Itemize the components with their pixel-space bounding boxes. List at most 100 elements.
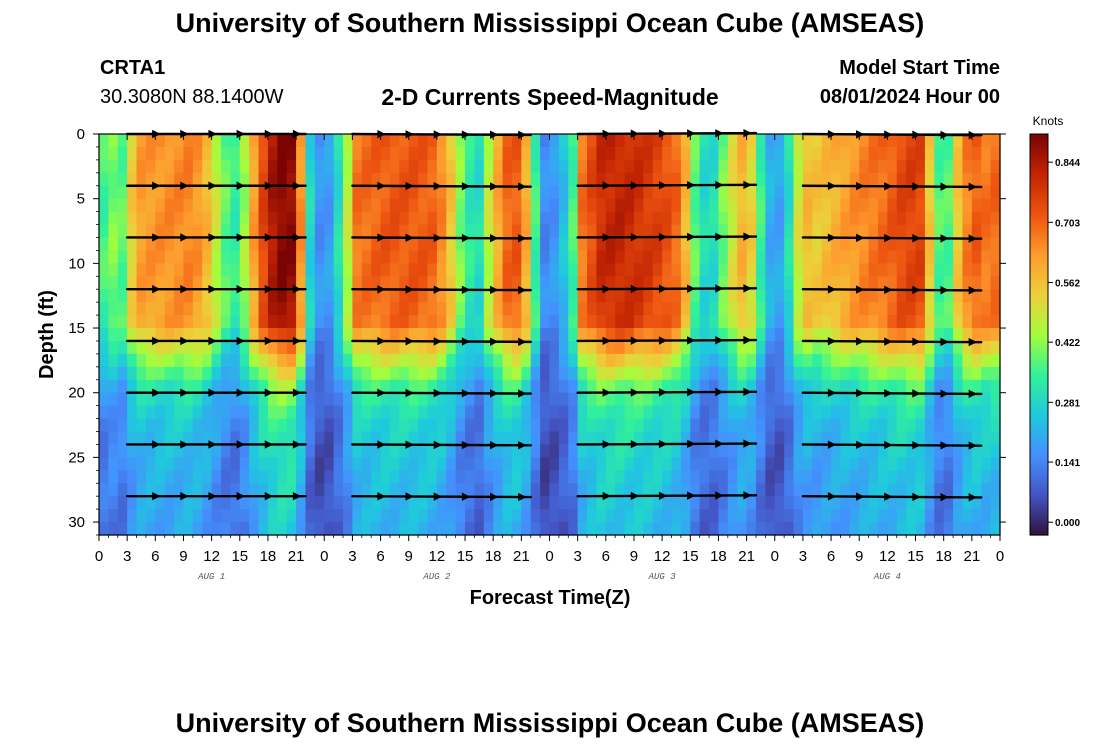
heatmap-cell <box>174 457 185 471</box>
heatmap-cell <box>587 315 598 329</box>
heatmap-cell <box>202 224 213 239</box>
heatmap-cell <box>502 509 513 523</box>
heatmap-cell <box>483 418 494 433</box>
heatmap-cell <box>389 198 400 213</box>
heatmap-cell <box>155 509 166 523</box>
heatmap-cell <box>568 198 579 213</box>
heatmap-cell <box>427 172 438 187</box>
heatmap-cell <box>962 470 973 484</box>
heatmap-cell <box>164 263 175 277</box>
heatmap-cell <box>183 315 194 329</box>
heatmap-cell <box>267 159 278 174</box>
heatmap-cell <box>981 315 992 329</box>
heatmap-cell <box>671 289 682 303</box>
heatmap-cell <box>727 328 738 342</box>
heatmap-cell <box>324 340 335 355</box>
heatmap-cell <box>540 146 551 161</box>
heatmap-cell <box>267 302 278 316</box>
heatmap-cell <box>371 198 382 213</box>
heatmap-cell <box>915 172 926 187</box>
heatmap-cell <box>737 509 748 523</box>
x-tick-label: 15 <box>231 548 248 565</box>
heatmap-cell <box>521 146 532 161</box>
heatmap-cell <box>887 379 898 394</box>
heatmap-cell <box>192 237 203 252</box>
colorbar-segment <box>1030 499 1048 504</box>
heatmap-cell <box>493 509 504 523</box>
heatmap-cell <box>389 224 400 239</box>
heatmap-cell <box>493 340 504 355</box>
heatmap-cell <box>389 172 400 187</box>
heatmap-cell <box>521 315 532 329</box>
heatmap-cell <box>455 496 466 510</box>
heatmap-cell <box>493 146 504 161</box>
x-tick-label: 9 <box>405 548 413 565</box>
heatmap-cell <box>690 211 701 226</box>
colorbar-segment <box>1030 414 1048 418</box>
colorbar-segment <box>1030 191 1048 195</box>
heatmap-cell <box>202 172 213 187</box>
heatmap-cell <box>455 509 466 523</box>
heatmap-cell <box>765 302 776 316</box>
heatmap-cell <box>671 509 682 523</box>
heatmap-cell <box>981 340 992 355</box>
heatmap-cell <box>352 470 363 484</box>
heatmap-cell <box>643 198 654 213</box>
heatmap-cell <box>380 237 391 252</box>
heatmap-cell <box>821 224 832 239</box>
colorbar-segment <box>1030 352 1048 356</box>
heatmap-cell <box>812 366 823 381</box>
heatmap-cell <box>99 418 109 433</box>
heatmap-cell <box>699 289 710 303</box>
heatmap-cell <box>755 250 766 264</box>
heatmap-cell <box>136 340 147 355</box>
heatmap-cell <box>192 353 203 368</box>
heatmap-cell <box>643 405 654 420</box>
heatmap-cell <box>831 444 842 458</box>
heatmap-cell <box>277 302 288 316</box>
heatmap-cell <box>352 328 363 342</box>
heatmap-cell <box>671 379 682 394</box>
heatmap-cell <box>202 237 213 252</box>
heatmap-cell <box>718 211 729 226</box>
heatmap-cell <box>502 159 513 174</box>
heatmap-cell <box>981 366 992 381</box>
heatmap-cell <box>540 405 551 420</box>
heatmap-cell <box>662 522 673 536</box>
heatmap-cell <box>765 315 776 329</box>
heatmap-cell <box>831 509 842 523</box>
heatmap-cell <box>990 509 1001 523</box>
heatmap-cell <box>267 211 278 226</box>
heatmap-cell <box>868 496 879 510</box>
heatmap-cell <box>164 353 175 368</box>
heatmap-cell <box>483 224 494 239</box>
heatmap-cell <box>615 457 626 471</box>
heatmap-cell <box>671 457 682 471</box>
heatmap-cell <box>549 289 560 303</box>
heatmap-cell <box>990 418 1001 433</box>
heatmap-cell <box>615 379 626 394</box>
heatmap-cell <box>577 146 588 161</box>
heatmap-cell <box>399 159 410 174</box>
heatmap-cell <box>981 522 992 536</box>
heatmap-cell <box>333 353 344 368</box>
heatmap-cell <box>174 237 185 252</box>
heatmap-cell <box>117 134 128 148</box>
colorbar-segment <box>1030 354 1048 358</box>
heatmap-cell <box>286 431 297 446</box>
heatmap-cell <box>971 185 982 200</box>
heatmap-cell <box>371 483 382 497</box>
heatmap-cell <box>136 483 147 497</box>
colorbar-segment <box>1030 514 1048 519</box>
heatmap-cell <box>812 211 823 226</box>
heatmap-cell <box>699 379 710 394</box>
heatmap-cell <box>981 470 992 484</box>
heatmap-cell <box>699 457 710 471</box>
heatmap-cell <box>943 185 954 200</box>
heatmap-cell <box>371 379 382 394</box>
heatmap-cell <box>765 522 776 536</box>
heatmap-cell <box>136 159 147 174</box>
heatmap-cell <box>746 509 757 523</box>
heatmap-cell <box>249 444 260 458</box>
